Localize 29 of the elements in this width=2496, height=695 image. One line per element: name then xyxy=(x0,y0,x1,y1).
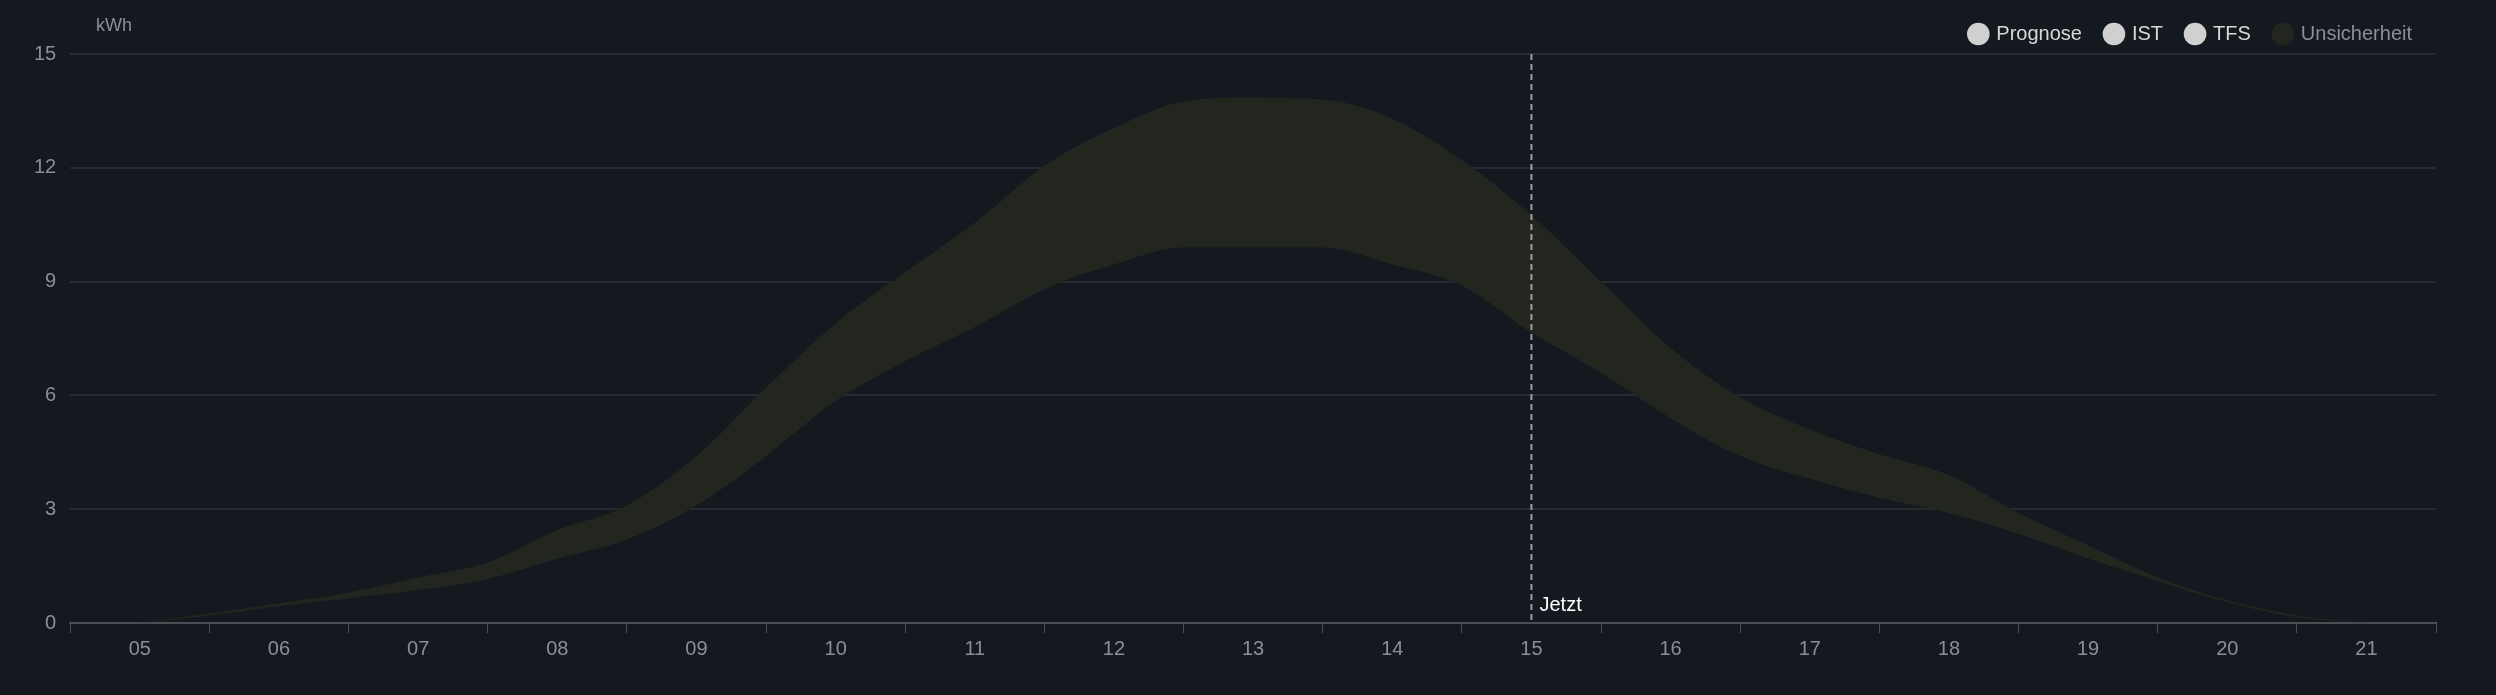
x-tick-label: 06 xyxy=(267,636,291,659)
y-tick-label: 3 xyxy=(45,496,57,519)
x-tick-label: 16 xyxy=(1659,636,1682,659)
ref-line-label: Jetzt xyxy=(1539,592,1583,615)
legend-label: Prognose xyxy=(1996,21,2082,44)
x-tick-label: 18 xyxy=(1937,636,1961,659)
y-tick-label: 15 xyxy=(34,41,57,64)
x-tick-label: 17 xyxy=(1798,636,1821,659)
x-tick-label: 14 xyxy=(1381,636,1404,659)
x-tick-label: 13 xyxy=(1242,636,1265,659)
x-tick-label: 12 xyxy=(1102,636,1126,659)
x-tick-label: 09 xyxy=(685,636,708,659)
x-tick-label: 11 xyxy=(964,636,986,659)
x-tick-label: 20 xyxy=(2216,636,2239,659)
legend-label: Unsicherheit xyxy=(2300,21,2413,44)
x-tick-label: 08 xyxy=(546,636,569,659)
x-tick-label: 07 xyxy=(407,636,430,659)
x-tick-label: 10 xyxy=(824,636,847,659)
y-axis-title: kWh xyxy=(96,14,132,35)
legend-label: TFS xyxy=(2213,21,2251,44)
legend-label: IST xyxy=(2131,21,2164,44)
y-tick-label: 9 xyxy=(45,269,57,292)
y-tick-label: 0 xyxy=(45,610,57,633)
x-tick-label: 15 xyxy=(1520,636,1543,659)
y-tick-label: 12 xyxy=(34,155,57,178)
y-tick-label: 6 xyxy=(45,382,57,405)
x-tick-label: 21 xyxy=(2355,636,2378,659)
x-tick-label: 19 xyxy=(2076,636,2100,659)
x-tick-label: 05 xyxy=(128,636,151,659)
